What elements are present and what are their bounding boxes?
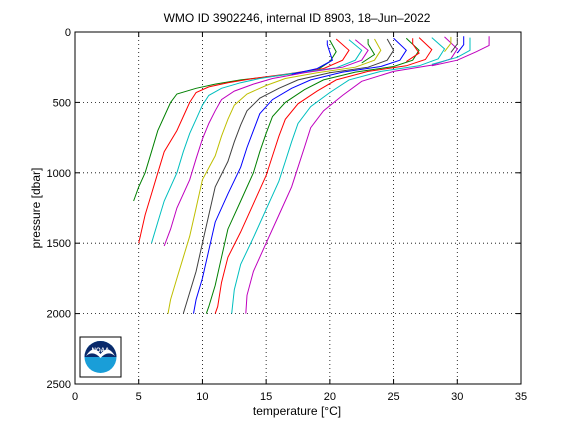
series-line [133, 40, 337, 202]
series-line [431, 36, 490, 67]
series-layer [133, 36, 490, 314]
series-line [231, 37, 446, 314]
x-tick-label: 5 [136, 391, 142, 403]
y-tick-label: 1500 [47, 238, 71, 250]
x-tick-label: 0 [72, 391, 78, 403]
series-line [205, 37, 420, 314]
series-line [193, 37, 407, 314]
series-line [151, 39, 363, 244]
y-axis-label: pressure [dbar] [29, 168, 43, 249]
series-line [450, 37, 458, 53]
x-tick-label: 30 [451, 391, 463, 403]
x-tick-label: 20 [324, 391, 336, 403]
y-tick-label: 1000 [47, 168, 71, 180]
y-tick-label: 2500 [47, 379, 71, 391]
y-tick-label: 500 [53, 97, 71, 109]
logo-gull [86, 349, 115, 358]
chart-title: WMO ID 3902246, internal ID 8903, 18–Jun… [164, 11, 431, 25]
series-line [444, 36, 452, 53]
series-line [167, 38, 382, 314]
series-line [406, 38, 420, 63]
x-tick-label: 25 [387, 391, 399, 403]
series-line [361, 39, 376, 64]
plot-frame [74, 31, 522, 385]
logo-label: NOAA [92, 348, 110, 354]
series-line [138, 38, 350, 244]
series-line [431, 37, 471, 65]
grid-layer [75, 32, 521, 384]
x-tick-label: 35 [515, 391, 527, 403]
x-tick-label: 10 [196, 391, 208, 403]
tick-layer: 0 5 10 15 20 25 30 35 0 500 1000 1500 2000 2500 [47, 27, 528, 403]
series-line [456, 36, 465, 54]
x-tick-label: 15 [260, 391, 272, 403]
noaa-logo: NOAA [79, 336, 122, 378]
series-line [182, 38, 395, 314]
series-line [291, 40, 334, 75]
y-tick-label: 2000 [47, 309, 71, 321]
x-axis-label: temperature [°C] [253, 404, 341, 418]
y-tick-label: 0 [65, 27, 71, 39]
series-line [163, 39, 369, 247]
series-line [214, 37, 433, 314]
